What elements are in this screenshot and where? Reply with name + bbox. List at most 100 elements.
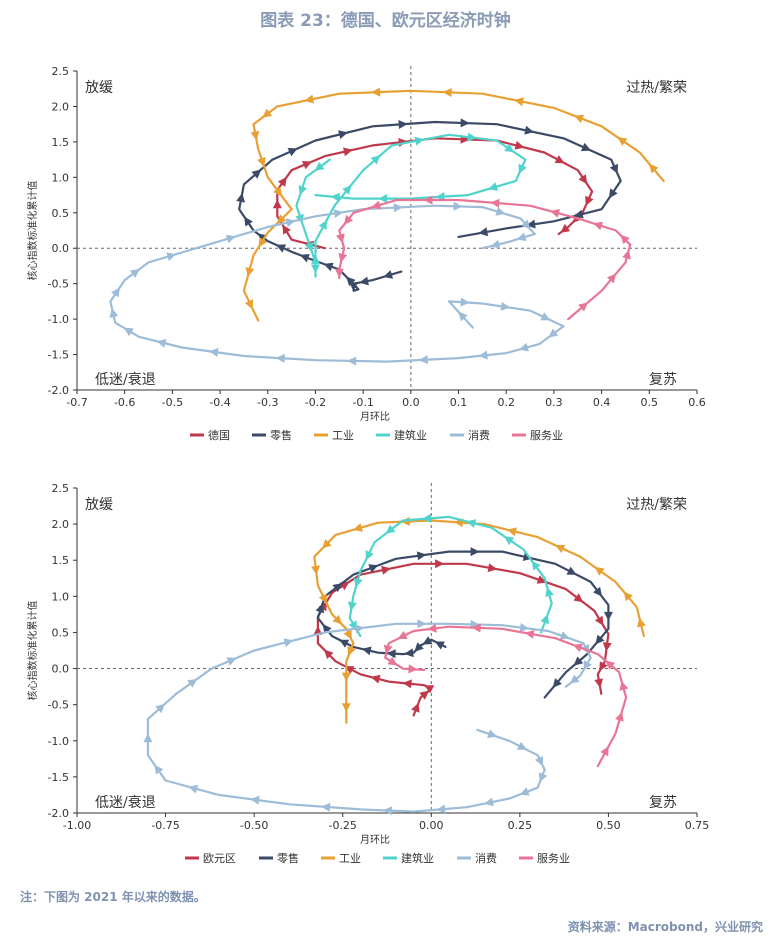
series-arrow-4 (275, 353, 285, 363)
quadrant-label-boom: 过热/繁荣 (626, 80, 687, 96)
x-tick-label: -0.2 (305, 396, 326, 409)
x-tick-label: -0.50 (240, 819, 268, 832)
series-arrow-2 (311, 565, 320, 575)
series-arrow-2 (555, 544, 566, 553)
series-arrow-5 (490, 198, 500, 208)
series-arrow-2 (371, 87, 381, 97)
series-arrow-1 (416, 551, 427, 561)
series-arrow-1 (552, 678, 562, 688)
series-arrow-1 (386, 649, 396, 659)
series-arrow-3 (295, 213, 304, 224)
series-arrow-3 (488, 182, 498, 191)
series-arrow-2 (637, 617, 646, 628)
series-arrow-3 (518, 163, 527, 174)
series-arrow-2 (507, 527, 517, 537)
y-tick-label: -2.0 (48, 807, 69, 820)
x-axis-label: 月环比 (360, 411, 390, 423)
series-arrow-0 (324, 649, 334, 659)
series-arrow-1 (339, 639, 350, 648)
series-arrow-5 (550, 209, 560, 218)
series-arrow-1 (359, 276, 369, 286)
legend-label: 工业 (339, 852, 361, 865)
series-arrow-3 (378, 194, 388, 204)
series-arrow-2 (262, 108, 273, 118)
series-arrow-5 (606, 273, 617, 284)
series-arrow-3 (314, 161, 325, 171)
series-arrow-4 (516, 741, 527, 750)
series-arrow-0 (554, 155, 565, 164)
y-tick-label: 2.5 (52, 65, 70, 78)
series-arrow-4 (540, 312, 551, 321)
series-arrow-4 (583, 660, 592, 671)
series-arrow-4 (283, 638, 294, 648)
series-arrow-5 (622, 249, 631, 260)
series-arrow-5 (427, 623, 437, 633)
x-tick-label: 0.0 (402, 396, 420, 409)
series-arrow-0 (560, 223, 571, 233)
series-arrow-2 (347, 646, 356, 656)
series-arrow-4 (156, 339, 167, 348)
series-arrow-4 (538, 772, 548, 783)
y-tick-label: 2.0 (52, 100, 70, 113)
series-arrow-5 (605, 660, 616, 670)
legend-label: 服务业 (530, 429, 563, 442)
series-arrow-4 (166, 252, 177, 261)
footnote: 注：下图为 2021 年以来的数据。 (20, 890, 206, 904)
y-axis-label: 核心指数标准化累计值 (26, 181, 39, 281)
series-arrow-4 (225, 234, 236, 244)
series-arrow-3 (385, 524, 396, 534)
series-arrow-1 (414, 642, 424, 652)
series-arrow-4 (519, 342, 529, 352)
series-arrow-1 (323, 262, 334, 272)
quadrant-label-recession: 低迷/衰退 (95, 794, 156, 811)
series-arrow-0 (599, 661, 608, 672)
series-arrow-2 (258, 237, 268, 248)
series-arrow-2 (341, 672, 351, 682)
series-arrow-3 (422, 513, 432, 523)
y-axis-label: 核心指数标准化累计值 (26, 601, 39, 701)
x-tick-label: -0.5 (162, 396, 183, 409)
series-line-3 (348, 515, 553, 638)
series-line-5 (384, 625, 628, 768)
series-arrow-1 (332, 583, 343, 593)
series-arrow-2 (322, 539, 332, 549)
x-tick-label: 0.5 (641, 396, 659, 409)
series-arrow-1 (251, 169, 262, 179)
y-tick-label: 1.5 (52, 554, 70, 567)
series-arrow-0 (343, 147, 353, 157)
series-arrow-0 (573, 593, 584, 603)
series-arrow-5 (334, 268, 344, 278)
series-arrow-3 (467, 132, 477, 142)
series-arrow-5 (615, 711, 624, 722)
series-arrow-1 (338, 130, 348, 139)
series-arrow-4 (123, 327, 134, 337)
series-arrow-5 (471, 623, 481, 633)
series-arrow-4 (519, 623, 530, 632)
x-tick-label: -0.75 (151, 819, 179, 832)
eurozone-clock-chart: 2.5 2.0 1.5 1.0 0.5 0.0 -0.5 -1.0 -1.5 -2.0-1.00 -… (26, 482, 709, 865)
series-arrow-0 (602, 642, 612, 652)
series-arrow-4 (484, 797, 494, 807)
x-tick-label: 0.50 (596, 819, 621, 832)
series-arrow-1 (236, 192, 245, 203)
series-arrow-0 (487, 563, 498, 573)
series-line-5 (338, 198, 632, 321)
series-arrow-4 (285, 218, 296, 228)
x-tick-label: 0.2 (497, 396, 515, 409)
series-arrow-0 (301, 161, 312, 170)
series-arrow-4 (453, 201, 463, 211)
series-arrow-0 (411, 702, 420, 713)
series-arrow-5 (593, 221, 603, 231)
series-arrow-5 (336, 233, 345, 244)
series-line-0 (276, 137, 594, 250)
series-arrow-4 (383, 806, 393, 816)
quadrant-label-recovery: 复苏 (649, 794, 677, 811)
series-arrow-2 (332, 614, 342, 625)
series-arrow-4 (458, 311, 468, 322)
series-arrow-4 (495, 207, 506, 216)
series-arrow-2 (574, 114, 585, 124)
series-arrow-4 (347, 356, 357, 366)
series-arrow-3 (435, 192, 445, 201)
series-arrow-5 (343, 214, 354, 225)
x-tick-label: 0.6 (688, 396, 706, 409)
